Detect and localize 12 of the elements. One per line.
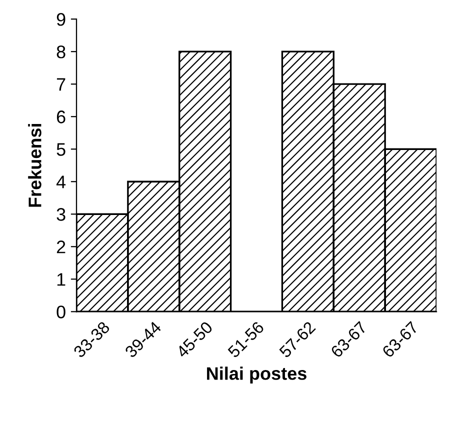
y-tick-label: 9 xyxy=(56,13,66,26)
y-tick-label: 1 xyxy=(57,273,66,286)
y-tick-label: 8 xyxy=(56,46,66,58)
y-tick-label: 6 xyxy=(56,110,66,124)
y-tick-label: 4 xyxy=(56,176,66,188)
y-axis-title: Frekuensi xyxy=(28,124,42,207)
y-tick-label: 5 xyxy=(56,143,66,156)
x-axis-title: Nilai postes xyxy=(207,366,306,384)
y-tick-label: 0 xyxy=(56,306,66,318)
y-tick-label: 3 xyxy=(56,208,66,221)
y-tick-label: 7 xyxy=(56,78,66,91)
y-tick-label: 2 xyxy=(56,240,66,254)
